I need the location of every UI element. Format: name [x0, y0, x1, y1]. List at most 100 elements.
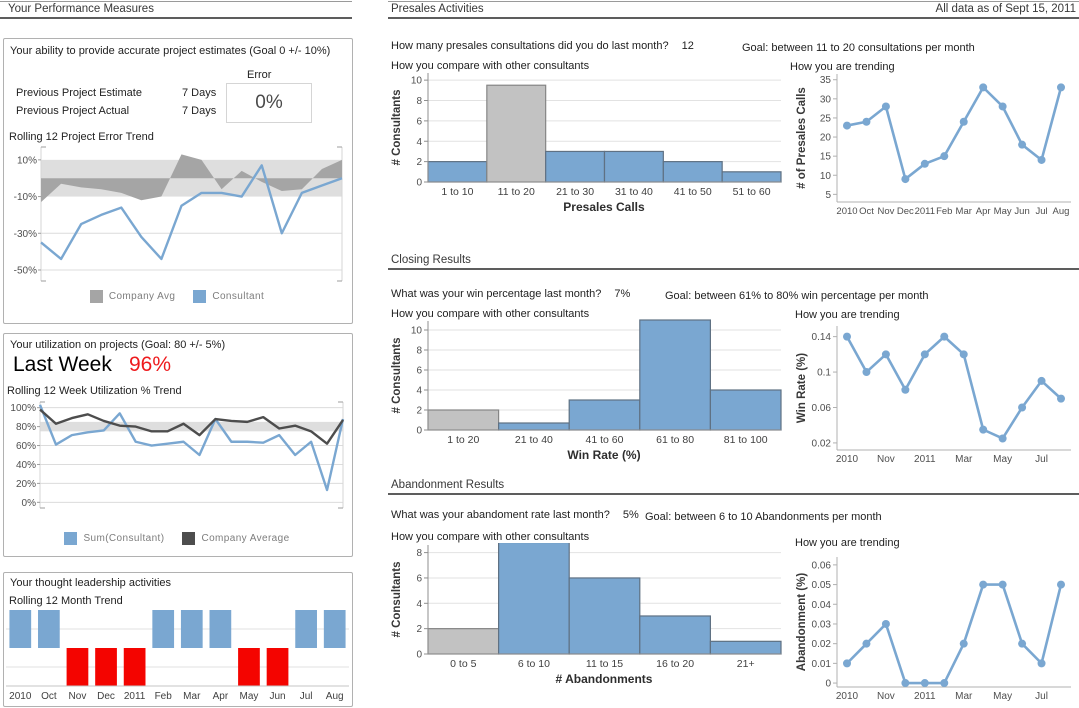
project-error-trend-chart[interactable]: 10% -10% -30% -50%: [7, 143, 348, 289]
data-point[interactable]: [979, 580, 988, 589]
histogram-bar[interactable]: [709, 389, 782, 431]
activity-bar-positive[interactable]: [180, 610, 203, 648]
data-point[interactable]: [1018, 140, 1027, 149]
presales-trend-chart[interactable]: 5 10 15 20 25 30 35 2010 Oct Nov Dec 2011 Feb Mar Apr M…: [793, 68, 1079, 218]
presales-histogram-chart[interactable]: 0 2 4 6 8 10 1 to 10 11 to 20 21 to 30 31 to 40 41…: [390, 71, 782, 198]
data-point[interactable]: [920, 679, 929, 688]
svg-text:Abandonment (%): Abandonment (%): [796, 573, 808, 672]
data-point[interactable]: [1037, 155, 1046, 164]
histogram-bar[interactable]: [603, 150, 664, 183]
data-point[interactable]: [843, 332, 851, 341]
activity-bar-negative[interactable]: [95, 648, 117, 686]
trend-line[interactable]: [845, 335, 1063, 440]
svg-text:6: 6: [416, 366, 422, 377]
histogram-bar-highlight[interactable]: [427, 409, 500, 431]
data-point[interactable]: [901, 385, 910, 394]
data-point[interactable]: [881, 350, 890, 359]
svg-text:0: 0: [416, 426, 422, 437]
svg-text:2011: 2011: [124, 691, 146, 702]
activity-bar-positive[interactable]: [323, 610, 346, 648]
histogram-bar[interactable]: [497, 422, 570, 431]
data-point[interactable]: [862, 639, 871, 648]
activity-bar-negative[interactable]: [238, 648, 260, 686]
trend-line[interactable]: [845, 86, 1063, 181]
winrate-goal: Goal: between 61% to 80% win percentage …: [665, 290, 929, 302]
series-line[interactable]: [38, 404, 345, 492]
data-point[interactable]: [1018, 403, 1027, 412]
series-line[interactable]: [40, 164, 343, 261]
data-point[interactable]: [901, 175, 910, 184]
data-point[interactable]: [959, 639, 968, 648]
data-point[interactable]: [1018, 639, 1027, 648]
winrate-histogram-chart[interactable]: 0 2 4 6 8 10 1 to 20 21 to 40 41 to 60 61 to 80 81…: [390, 319, 782, 446]
legend-item-company-avg[interactable]: Company Avg: [89, 290, 175, 303]
activity-bar-negative[interactable]: [266, 648, 289, 686]
legend-item-company-average[interactable]: Company Average: [182, 532, 289, 545]
winrate-trend-chart[interactable]: 0.02 0.06 0.1 0.14 2010 Nov 2011 Mar May Jul Win R…: [793, 320, 1079, 466]
consultant-label: Consultant: [212, 291, 265, 302]
histogram-bar[interactable]: [427, 161, 488, 183]
data-point[interactable]: [1037, 376, 1046, 385]
leadership-trend-chart[interactable]: 2010 Oct Nov Dec 2011 Feb Mar Apr May Jun Jul Aug: [6, 609, 349, 702]
utilization-trend-chart[interactable]: 100% 80% 60% 40% 20% 0%: [6, 398, 349, 516]
data-point[interactable]: [959, 117, 968, 126]
data-point[interactable]: [979, 83, 988, 92]
svg-text:Nov: Nov: [69, 691, 87, 702]
data-point[interactable]: [959, 350, 968, 359]
histogram-bar-highlight[interactable]: [486, 84, 547, 183]
svg-text:0.1: 0.1: [817, 368, 831, 379]
data-point[interactable]: [881, 619, 890, 628]
histogram-bar[interactable]: [721, 171, 782, 183]
histogram-bar[interactable]: [568, 399, 641, 431]
svg-text:16 to 20: 16 to 20: [656, 658, 694, 670]
data-point[interactable]: [1037, 659, 1046, 668]
svg-text:11 to 20: 11 to 20: [498, 186, 535, 198]
data-point[interactable]: [940, 152, 949, 161]
abandonment-trend-chart[interactable]: 0 0.01 0.02 0.03 0.04 0.05 0.06 2010 Nov 2011 Mar M…: [793, 551, 1079, 703]
histogram-bar[interactable]: [709, 640, 782, 655]
svg-text:0.02: 0.02: [812, 639, 832, 650]
company-avg-area[interactable]: [41, 154, 342, 203]
data-point[interactable]: [1057, 83, 1065, 92]
data-point[interactable]: [940, 332, 949, 341]
activity-bar-negative[interactable]: [66, 648, 89, 686]
abandonment-histogram-chart[interactable]: 0 2 4 6 8 0 to 5 6 to 10 11 to 15 16 to 20 21+ # C…: [390, 543, 782, 670]
data-point[interactable]: [901, 679, 910, 688]
svg-text:2010: 2010: [836, 691, 859, 702]
histogram-bar[interactable]: [662, 161, 723, 183]
activity-bar-positive[interactable]: [152, 610, 175, 648]
activity-bar-positive[interactable]: [9, 610, 32, 648]
trend-line[interactable]: [845, 583, 1063, 685]
data-point[interactable]: [862, 368, 871, 377]
histogram-bar[interactable]: [545, 150, 606, 183]
histogram-bar[interactable]: [568, 577, 641, 655]
data-point[interactable]: [862, 117, 871, 126]
svg-text:May: May: [240, 691, 259, 702]
svg-text:6 to 10: 6 to 10: [518, 658, 550, 670]
activity-bar-negative[interactable]: [123, 648, 146, 686]
data-point[interactable]: [843, 659, 851, 668]
data-point[interactable]: [979, 425, 988, 434]
data-point[interactable]: [940, 679, 949, 688]
activity-bar-positive[interactable]: [295, 610, 317, 648]
legend-item-consultant[interactable]: Consultant: [193, 290, 264, 303]
data-point[interactable]: [1057, 394, 1065, 403]
goal-band: [40, 421, 343, 432]
data-point[interactable]: [998, 434, 1007, 443]
legend-item-sum-consultant[interactable]: Sum(Consultant): [64, 532, 164, 545]
data-point[interactable]: [843, 121, 851, 130]
data-point[interactable]: [881, 102, 890, 111]
series-line[interactable]: [39, 408, 344, 445]
data-point[interactable]: [998, 580, 1007, 589]
data-point[interactable]: [920, 350, 929, 359]
histogram-bar-highlight[interactable]: [427, 628, 500, 655]
data-point[interactable]: [1057, 580, 1065, 589]
sum-consultant-swatch: [64, 532, 78, 545]
histogram-bar[interactable]: [639, 319, 712, 431]
histogram-bar[interactable]: [497, 543, 570, 655]
activity-bar-positive[interactable]: [209, 610, 232, 648]
data-point[interactable]: [920, 159, 929, 168]
activity-bar-positive[interactable]: [38, 610, 60, 648]
histogram-bar[interactable]: [639, 615, 712, 655]
data-point[interactable]: [998, 102, 1007, 111]
